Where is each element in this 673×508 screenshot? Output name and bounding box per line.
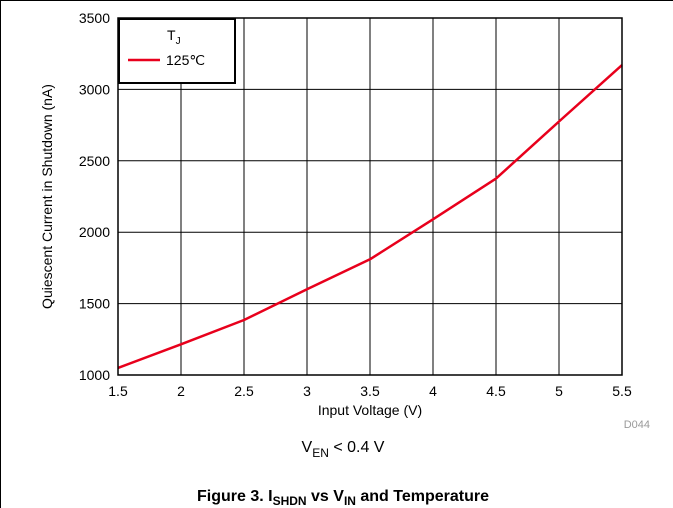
x-tick-label: 3.5	[360, 383, 380, 399]
x-tick-label: 5.5	[612, 383, 632, 399]
legend-label-125c: 125℃	[166, 52, 205, 68]
x-tick-label: 5	[555, 383, 563, 399]
y-tick-label: 3000	[79, 81, 110, 97]
x-tick-label: 4	[429, 383, 437, 399]
series-line-0	[117, 64, 623, 370]
test-condition: VEN < 0.4 V	[302, 439, 385, 460]
plot-frame	[117, 17, 623, 376]
x-axis-title: Input Voltage (V)	[318, 402, 422, 418]
x-tick-labels: 1.5 2 2.5 3 3.5 4 4.5 5 5.5	[108, 383, 632, 399]
figure-code: D044	[624, 419, 650, 431]
x-tick-label: 2.5	[234, 383, 254, 399]
legend-title: TJ	[167, 27, 181, 47]
y-tick-label: 1000	[79, 367, 110, 383]
y-tick-label: 2000	[79, 224, 110, 240]
x-tick-label: 2	[177, 383, 185, 399]
y-tick-label: 2500	[79, 153, 110, 169]
x-tick-label: 4.5	[486, 383, 506, 399]
legend-box	[118, 18, 236, 84]
figure-caption: Figure 3. ISHDN vs VIN and Temperature	[197, 488, 489, 508]
y-tick-label: 1500	[79, 296, 110, 312]
legend: TJ 125℃	[118, 18, 236, 84]
y-tick-labels: 1000 1500 2000 2500 3000 3500	[79, 10, 110, 383]
y-axis-title: Quiescent Current in Shutdown (nA)	[39, 84, 55, 309]
x-tick-label: 3	[303, 383, 311, 399]
series-layer	[117, 64, 623, 370]
x-tick-label: 1.5	[108, 383, 128, 399]
y-tick-label: 3500	[79, 10, 110, 26]
